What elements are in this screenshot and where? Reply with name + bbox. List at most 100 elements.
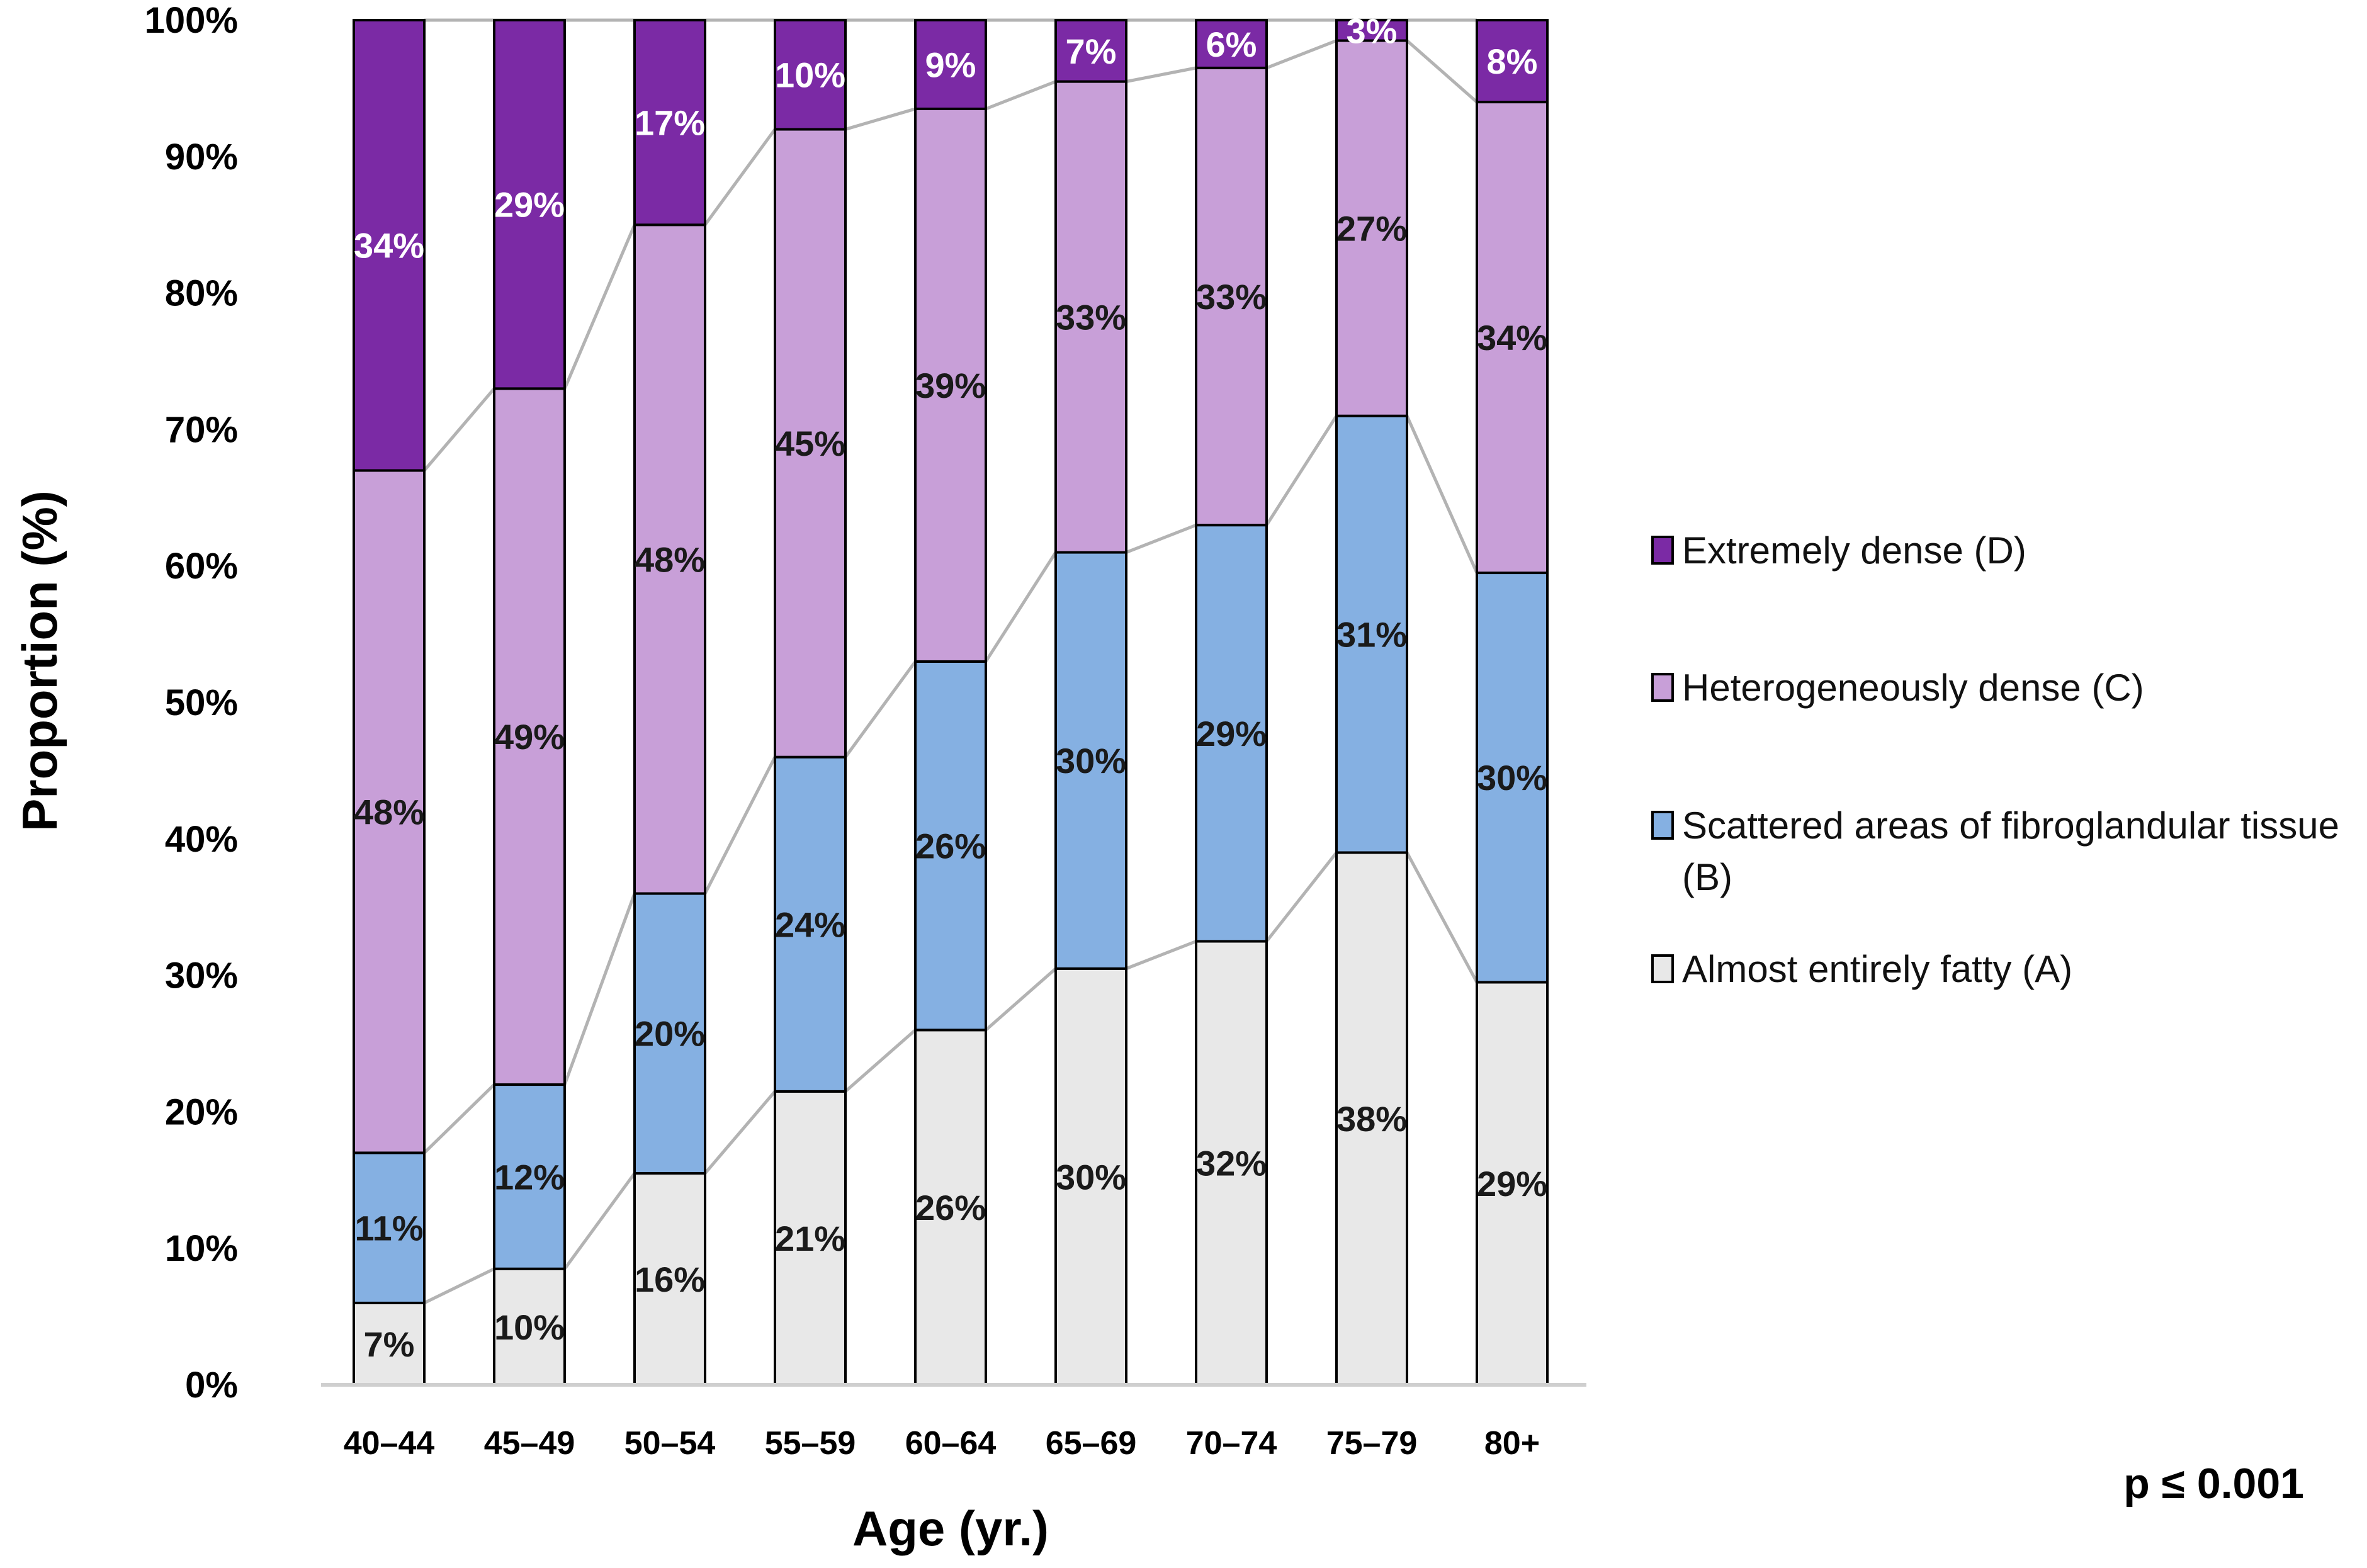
bar-segment [914, 107, 987, 663]
data-label: 31% [1336, 615, 1407, 655]
y-tick-label: 90% [165, 137, 238, 178]
legend-item: Almost entirely fatty (A) [1651, 948, 2072, 990]
legend-label: (B) [1682, 856, 1732, 898]
legend-swatch [1651, 954, 1674, 983]
bar-segment [774, 19, 847, 131]
data-label: 27% [1336, 209, 1407, 249]
connector-line [985, 80, 1056, 111]
data-label: 8% [1487, 42, 1538, 81]
legend-item: Extremely dense (D) [1651, 529, 2026, 572]
y-tick-label: 0% [185, 1365, 238, 1406]
legend-swatch [1651, 536, 1674, 565]
y-tick-label: 70% [165, 409, 238, 450]
connector-line [1126, 66, 1197, 84]
y-tick-label: 20% [165, 1091, 238, 1132]
connector-line [423, 1267, 495, 1305]
data-label: 32% [1196, 1144, 1267, 1183]
data-label: 38% [1336, 1099, 1407, 1139]
bar-segment [1335, 851, 1408, 1386]
legend-label: Scattered areas of fibroglandular tissue [1682, 804, 2339, 847]
p-value-annotation: p ≤ 0.001 [2123, 1460, 2304, 1508]
data-label: 7% [1066, 31, 1117, 71]
data-label: 48% [635, 539, 705, 579]
bar-segment [1195, 19, 1268, 69]
data-label: 16% [635, 1260, 705, 1299]
y-tick-label: 40% [165, 819, 238, 860]
legend-item: Heterogeneously dense (C) [1651, 667, 2144, 709]
data-label: 26% [915, 826, 986, 866]
data-label: 48% [354, 792, 424, 832]
connector-line [1406, 39, 1478, 103]
connector-line [845, 107, 916, 131]
bar-stack: 29% 30% 34% 8% [1476, 19, 1549, 1386]
bar-segment [1335, 19, 1408, 42]
x-tick-label: 75–79 [1326, 1425, 1418, 1462]
bar-segment [493, 19, 566, 390]
data-label: 26% [915, 1188, 986, 1227]
y-tick-label: 100% [145, 0, 238, 41]
data-label: 30% [1056, 1157, 1126, 1197]
x-tick-label: 45–49 [484, 1425, 575, 1462]
data-label: 21% [775, 1219, 845, 1258]
bar-stack: 30% 30% 33% 7% [1054, 19, 1127, 1386]
y-tick-label: 60% [165, 546, 238, 587]
bar-segment [353, 469, 426, 1154]
bar-segment [633, 892, 706, 1175]
bar-stack: 32% 29% 33% 6% [1195, 19, 1268, 1386]
bar-segment [1476, 981, 1549, 1386]
connector-line [703, 128, 777, 226]
connector-line [844, 660, 917, 759]
bar-segment [774, 128, 847, 759]
bar-segment [1195, 524, 1268, 943]
legend-item: Scattered areas of fibroglandular tissue… [1651, 804, 2339, 898]
y-tick-label: 10% [165, 1228, 238, 1269]
x-tick-label: 40–44 [344, 1425, 435, 1462]
bar-stack: 21% 24% 45% 10% [774, 19, 847, 1386]
connector-line [844, 1029, 917, 1093]
data-label: 49% [494, 717, 565, 757]
bar-segment [633, 1171, 706, 1386]
bar-segment [914, 660, 987, 1032]
connector-line [1126, 523, 1197, 554]
bar-stack: 16% 20% 48% 17% [633, 19, 706, 1386]
data-label: 39% [915, 366, 986, 405]
bar-segment [774, 755, 847, 1093]
bar-segment [1476, 19, 1549, 104]
connector-line [985, 967, 1057, 1032]
x-axis-ticks: 40–44 45–49 50–54 55–59 60–64 65–69 70–74 75–79… [344, 1425, 1540, 1462]
data-label: 12% [494, 1157, 565, 1197]
x-tick-label: 50–54 [624, 1425, 716, 1462]
bar-segment [1335, 39, 1408, 417]
data-label: 30% [1477, 758, 1547, 798]
connector-line [1126, 940, 1197, 971]
connector-line [703, 756, 777, 894]
legend-label: Extremely dense (D) [1682, 529, 2026, 572]
data-label: 9% [925, 45, 976, 84]
data-label: 3% [1347, 11, 1398, 50]
connector-line [704, 1090, 776, 1175]
connector-line [1265, 851, 1338, 942]
data-label: 33% [1196, 277, 1267, 317]
bar-segment [493, 387, 566, 1086]
bar-segment [1476, 101, 1549, 575]
y-axis-title: Proportion (%) [12, 490, 67, 832]
bar-segment [774, 1090, 847, 1386]
data-label: 29% [494, 185, 565, 225]
connector-line [984, 551, 1058, 663]
data-label: 45% [775, 424, 845, 463]
connector-line [1265, 415, 1338, 526]
x-tick-label: 65–69 [1046, 1425, 1137, 1462]
bar-segment [1054, 19, 1127, 83]
x-axis-title: Age (yr.) [852, 1501, 1049, 1556]
data-label: 10% [494, 1307, 565, 1347]
connector-line [563, 1172, 636, 1270]
bar-stack: 38% 31% 27% 3% [1335, 11, 1408, 1386]
data-label: 34% [1477, 318, 1547, 358]
bar-stack: 7% 11% 48% 34% [353, 19, 426, 1386]
y-tick-label: 50% [165, 682, 238, 723]
bar-segment [353, 19, 426, 472]
bar-segment [1476, 572, 1549, 984]
connector-line [563, 893, 636, 1085]
bar-segment [633, 223, 706, 895]
